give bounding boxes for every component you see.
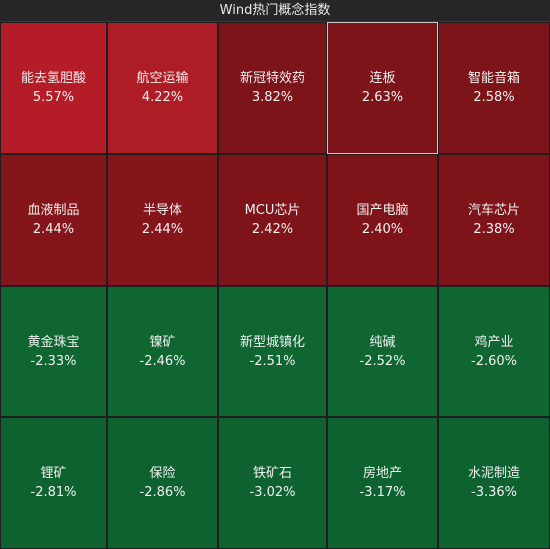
concept-tile[interactable]: 能去氢胆酸 5.57%: [0, 22, 107, 154]
concept-name: 能去氢胆酸: [20, 71, 86, 86]
concept-tile[interactable]: 新冠特效药 3.82%: [218, 22, 327, 154]
concept-name: 铁矿石: [252, 466, 292, 481]
concept-tile[interactable]: 血液制品 2.44%: [0, 154, 107, 286]
title-bar: Wind热门概念指数: [0, 0, 550, 22]
concept-name: MCU芯片: [244, 203, 301, 218]
concept-tile[interactable]: 房地产 -3.17%: [327, 417, 438, 549]
concept-name: 智能音箱: [467, 71, 520, 86]
concept-change: -2.51%: [249, 353, 296, 369]
concept-change: 2.40%: [361, 222, 404, 237]
concept-name: 新型城镇化: [239, 334, 305, 350]
concept-tile[interactable]: 智能音箱 2.58%: [438, 22, 550, 154]
concept-change: 2.44%: [32, 222, 75, 237]
concept-tile[interactable]: 纯碱 -2.52%: [327, 286, 438, 417]
concept-name: 房地产: [362, 466, 402, 481]
concept-change: 2.44%: [141, 222, 184, 237]
concept-tile[interactable]: 新型城镇化 -2.51%: [218, 286, 327, 417]
concept-change: -2.33%: [30, 353, 77, 369]
concept-tile[interactable]: 半导体 2.44%: [107, 154, 218, 286]
concept-change: 2.63%: [361, 90, 404, 105]
concept-change: -2.60%: [471, 353, 517, 369]
concept-tile[interactable]: 黄金珠宝 -2.33%: [0, 286, 107, 417]
concept-change: 2.42%: [251, 222, 294, 237]
concept-name: 镍矿: [149, 334, 176, 350]
concept-name: 黄金珠宝: [27, 334, 80, 350]
concept-tile[interactable]: 水泥制造 -3.36%: [438, 417, 550, 549]
concept-name: 锂矿: [40, 466, 67, 481]
concept-change: 2.38%: [473, 222, 515, 237]
concept-change: -3.36%: [471, 485, 517, 500]
concept-name: 鸡产业: [474, 334, 514, 350]
concept-tile[interactable]: 连板 2.63%: [327, 22, 438, 154]
concept-tile[interactable]: 鸡产业 -2.60%: [438, 286, 550, 417]
concept-change: -3.17%: [359, 485, 406, 500]
concept-name: 航空运输: [136, 71, 189, 86]
concept-change: 5.57%: [32, 90, 75, 105]
concept-name: 水泥制造: [467, 466, 520, 481]
concept-name: 保险: [149, 466, 176, 481]
concept-change: 3.82%: [251, 90, 294, 105]
concept-change: 4.22%: [141, 90, 184, 105]
concept-name: 新冠特效药: [239, 71, 305, 86]
concept-name: 国产电脑: [356, 203, 409, 218]
concept-tile[interactable]: 保险 -2.86%: [107, 417, 218, 549]
concept-change: -2.46%: [139, 353, 186, 369]
concept-tile[interactable]: 航空运输 4.22%: [107, 22, 218, 154]
concept-change: -2.52%: [359, 353, 406, 369]
concept-tile[interactable]: 铁矿石 -3.02%: [218, 417, 327, 549]
concept-tile[interactable]: 国产电脑 2.40%: [327, 154, 438, 286]
concept-name: 半导体: [142, 203, 182, 218]
concept-tile[interactable]: MCU芯片 2.42%: [218, 154, 327, 286]
concept-name: 连板: [369, 71, 396, 86]
concept-change: -2.81%: [30, 485, 77, 500]
concept-change: 2.58%: [473, 90, 515, 105]
concept-name: 汽车芯片: [467, 203, 520, 218]
tile-grid: 能去氢胆酸 5.57% 航空运输 4.22% 新冠特效药 3.82% 连板 2.63% 智能音箱…: [0, 22, 550, 549]
concept-name: 血液制品: [27, 203, 80, 218]
concept-tile[interactable]: 汽车芯片 2.38%: [438, 154, 550, 286]
concept-tile[interactable]: 镍矿 -2.46%: [107, 286, 218, 417]
concept-change: -3.02%: [249, 485, 296, 500]
concept-tile[interactable]: 锂矿 -2.81%: [0, 417, 107, 549]
concept-change: -2.86%: [139, 485, 186, 500]
concept-name: 纯碱: [369, 334, 396, 350]
